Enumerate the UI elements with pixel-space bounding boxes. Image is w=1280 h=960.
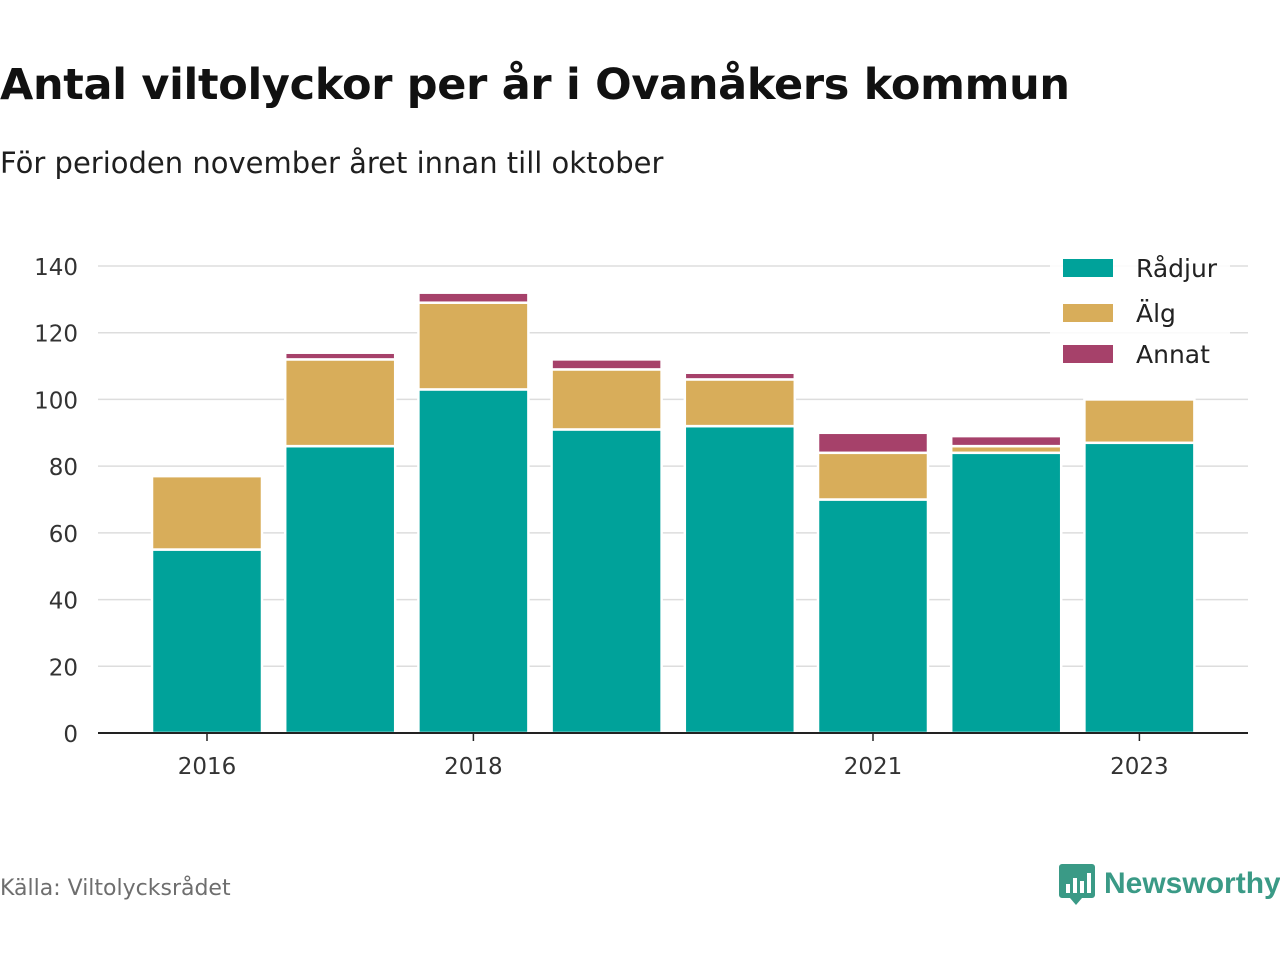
bar-segment [417,388,530,735]
bar-segment [550,368,663,431]
y-tick-label: 60 [49,522,78,548]
bar-segment [283,351,397,361]
bar-segment [816,451,930,501]
y-tick-label: 80 [49,455,78,481]
chart-title: Antal viltolyckor per år i Ovanåkers kom… [0,60,1070,110]
y-tick-label: 20 [49,655,78,681]
bar-segment [417,291,530,304]
y-tick-label: 100 [34,388,78,414]
brand-logo[interactable]: Newsworthy [1058,862,1280,906]
legend-label: Annat [1136,340,1210,369]
legend-swatch [1063,259,1113,277]
bar-segment [1083,398,1196,445]
bar-segment [150,474,264,551]
newsworthy-logo-icon [1059,864,1095,905]
legend-swatch [1063,304,1113,322]
x-tick-label: 2016 [178,754,237,780]
legend-label: Rådjur [1136,254,1218,283]
y-tick-label: 0 [63,722,78,748]
bar-segment [683,378,797,428]
x-tick-label: 2023 [1110,754,1169,780]
legend-label: Älg [1136,299,1176,328]
bar-segment [283,444,397,735]
bar-segment [1083,441,1196,735]
x-tick-label: 2021 [844,754,903,780]
source-note: Källa: Viltolycksrådet [0,876,231,901]
bar-segment [683,424,797,735]
brand-name: Newsworthy [1104,867,1280,900]
bar-segment [949,451,1063,735]
y-tick-label: 40 [49,589,78,615]
bar-segment [150,548,264,735]
bar-segment [550,358,663,371]
y-tick-label: 120 [34,322,78,348]
chart-subtitle: För perioden november året innan till ok… [0,146,664,180]
x-tick-label: 2018 [444,754,503,780]
bar-segment [550,428,663,735]
y-tick-label: 140 [34,255,78,281]
bar-segment [816,498,930,735]
bar-segment [283,358,397,448]
bar-segment [417,301,530,391]
bar-segment [683,371,797,381]
bar-segment [949,434,1063,448]
legend-swatch [1063,345,1113,363]
bar-segment [816,431,930,455]
